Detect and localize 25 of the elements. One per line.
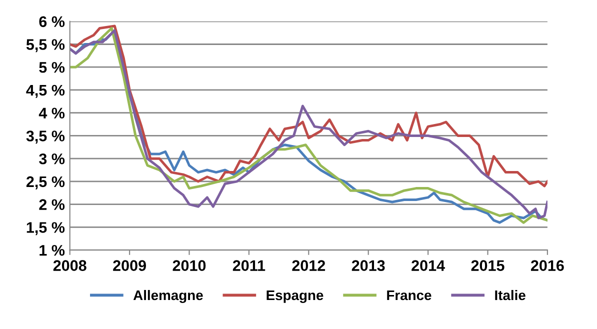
x-tick-label: 2010 <box>172 260 206 271</box>
y-tick-label: 5 % <box>39 62 65 73</box>
y-tick-label: 2,5 % <box>26 176 65 190</box>
line-series <box>70 24 548 188</box>
y-tick-label: 4 % <box>38 108 65 118</box>
x-tick-label: 2009 <box>113 260 146 271</box>
x-tick-label: 2012 <box>292 260 326 271</box>
x-tick-label: 2008 <box>53 260 86 271</box>
y-tick-label: 4,5 % <box>26 84 65 98</box>
y-tick-label: 3,5 % <box>26 130 65 144</box>
x-tick-label: 2014 <box>412 260 445 271</box>
y-tick-label: 1 % <box>40 244 65 256</box>
legend-label: Espagne <box>266 290 324 303</box>
y-tick-label: 3 % <box>39 153 65 164</box>
x-tick-label: 2013 <box>352 260 385 272</box>
legend-label: Allemagne <box>133 290 203 303</box>
x-tick-label: 2015 <box>471 260 504 271</box>
legend-label: France <box>387 290 432 300</box>
x-tick-label: 2011 <box>232 260 266 271</box>
y-tick-label: 6 % <box>39 16 65 28</box>
y-tick-label: 5,5 % <box>26 39 65 52</box>
legend-label: Italie <box>495 290 526 300</box>
y-tick-label: 2 % <box>39 199 65 210</box>
x-tick-label: 2016 <box>530 260 564 271</box>
y-tick-label: 1,5 % <box>26 222 65 236</box>
